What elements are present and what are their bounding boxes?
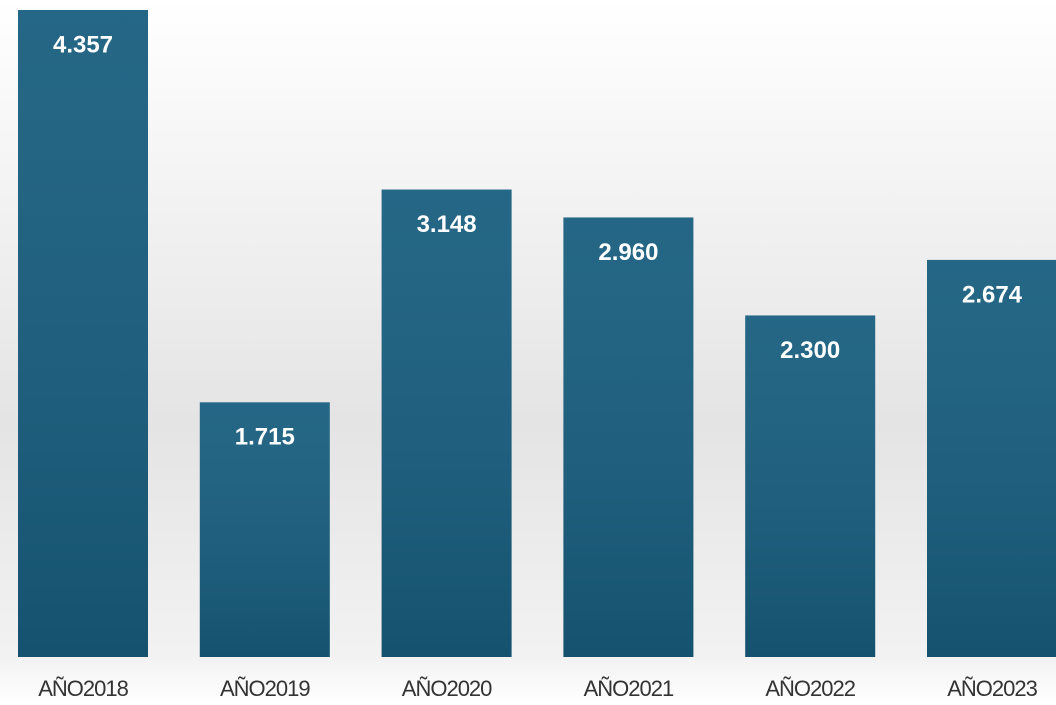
data-label: 2.960 xyxy=(598,239,658,266)
bar-shade xyxy=(18,10,148,657)
bar-shade xyxy=(199,402,330,657)
x-tick-label: AÑO2022 xyxy=(765,676,855,701)
x-tick-label: AÑO2019 xyxy=(220,676,310,701)
x-tick-label: AÑO2023 xyxy=(947,676,1037,701)
bar-shade xyxy=(381,189,512,657)
x-tick-label: AÑO2020 xyxy=(402,676,492,701)
data-label: 2.674 xyxy=(962,281,1023,308)
bar-shade xyxy=(563,217,694,658)
data-label: 4.357 xyxy=(53,31,113,58)
data-label: 2.300 xyxy=(780,337,840,364)
bar-shade xyxy=(927,259,1056,657)
data-label: 3.148 xyxy=(417,211,477,238)
x-tick-label: AÑO2018 xyxy=(38,676,128,701)
data-label: 1.715 xyxy=(235,424,295,451)
bar-shade xyxy=(745,315,876,657)
x-tick-label: AÑO2021 xyxy=(584,676,674,701)
